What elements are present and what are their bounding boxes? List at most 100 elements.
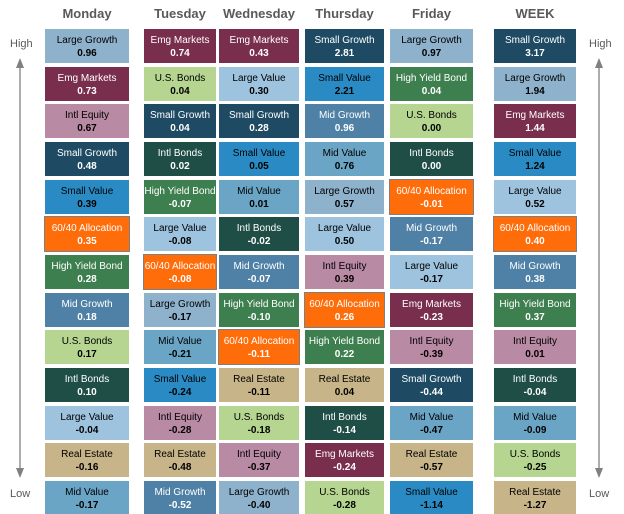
asset-class-label: Large Value xyxy=(232,72,286,84)
left-arrow xyxy=(16,58,24,478)
asset-class-label: Large Value xyxy=(508,185,562,197)
asset-class-label: Mid Growth xyxy=(154,486,206,498)
return-value: 0.18 xyxy=(77,311,97,323)
return-value: 0.01 xyxy=(249,198,269,210)
cell-wednesday-13: Large Growth -0.40 xyxy=(218,479,300,514)
return-value: 0.10 xyxy=(77,386,97,398)
asset-class-label: Mid Value xyxy=(322,147,367,159)
cell-week-13: Real Estate -1.27 xyxy=(493,479,577,514)
return-value: -0.57 xyxy=(420,462,443,474)
return-value: -0.17 xyxy=(168,311,192,323)
cell-tuesday-3: Small Growth 0.04 xyxy=(143,103,217,140)
return-value: -0.02 xyxy=(247,236,271,248)
cell-wednesday-1: Emg Markets 0.43 xyxy=(218,28,300,64)
return-value: 0.74 xyxy=(170,48,190,59)
asset-class-label: Mid Value xyxy=(158,336,202,348)
asset-class-label: Large Value xyxy=(153,223,207,235)
return-value: -0.23 xyxy=(420,311,443,323)
return-value: -0.28 xyxy=(333,499,356,511)
cell-friday-6: Mid Growth -0.17 xyxy=(389,216,474,253)
cell-tuesday-10: Small Value -0.24 xyxy=(143,366,217,403)
return-value: 1.94 xyxy=(525,85,545,97)
asset-class-label: Intl Equity xyxy=(513,336,557,348)
asset-class-label: Mid Growth xyxy=(405,223,458,235)
asset-class-label: Mid Growth xyxy=(233,260,285,272)
return-value: -0.25 xyxy=(523,462,547,474)
cell-thursday-2: Small Value 2.21 xyxy=(304,65,385,102)
asset-class-label: Small Value xyxy=(60,185,114,197)
cell-thursday-8: 60/40 Allocation 0.26 xyxy=(304,291,385,328)
asset-class-label: Intl Equity xyxy=(409,336,454,348)
return-value: 0.04 xyxy=(421,85,442,97)
return-value: 0.96 xyxy=(334,123,355,135)
return-value: 0.40 xyxy=(525,236,545,248)
return-value: 0.35 xyxy=(77,236,97,248)
asset-class-label: Intl Equity xyxy=(65,110,109,122)
asset-class-label: Large Value xyxy=(317,223,372,235)
cell-wednesday-4: Small Value 0.05 xyxy=(218,140,300,177)
column-header-thursday: Thursday xyxy=(315,6,374,21)
asset-class-label: Small Growth xyxy=(149,110,210,122)
cell-monday-9: U.S. Bonds 0.17 xyxy=(44,329,130,366)
cell-tuesday-12: Real Estate -0.48 xyxy=(143,442,217,479)
asset-class-label: Intl Equity xyxy=(322,260,367,272)
return-value: 2.81 xyxy=(334,48,355,59)
cell-tuesday-1: Emg Markets 0.74 xyxy=(143,28,217,64)
cell-week-12: U.S. Bonds -0.25 xyxy=(493,442,577,479)
cell-thursday-3: Mid Growth 0.96 xyxy=(304,103,385,140)
asset-class-label: Large Growth xyxy=(504,72,566,84)
return-value: 0.48 xyxy=(77,160,97,172)
return-value: 0.43 xyxy=(249,48,269,59)
return-value: 0.02 xyxy=(170,160,190,172)
cell-monday-12: Real Estate -0.16 xyxy=(44,442,130,479)
asset-class-label: U.S. Bonds xyxy=(406,110,457,122)
cell-monday-5: Small Value 0.39 xyxy=(44,178,130,215)
asset-class-label: Emg Markets xyxy=(402,298,461,310)
asset-class-label: Mid Growth xyxy=(318,110,371,122)
return-value: -0.39 xyxy=(420,349,443,361)
cell-thursday-5: Large Growth 0.57 xyxy=(304,178,385,215)
cell-week-9: Intl Equity 0.01 xyxy=(493,329,577,366)
asset-class-label: Intl Bonds xyxy=(157,147,203,159)
high-label-right: High xyxy=(589,38,612,50)
asset-class-label: High Yield Bond xyxy=(395,72,468,84)
low-label-left: Low xyxy=(10,488,31,500)
cell-week-10: Intl Bonds -0.04 xyxy=(493,366,577,403)
asset-class-label: Large Value xyxy=(60,411,114,423)
cell-thursday-13: U.S. Bonds -0.28 xyxy=(304,479,385,514)
return-value: 0.73 xyxy=(77,85,97,97)
asset-class-label: Small Growth xyxy=(56,147,117,159)
cell-friday-11: Mid Value -0.47 xyxy=(389,404,474,441)
column-header-week: WEEK xyxy=(515,6,555,21)
return-value: -0.47 xyxy=(420,424,443,436)
asset-class-label: Small Growth xyxy=(314,35,375,46)
return-value: 1.44 xyxy=(525,123,545,135)
return-value: -0.11 xyxy=(247,386,271,398)
cell-week-7: Mid Growth 0.38 xyxy=(493,253,577,290)
asset-class-label: Intl Equity xyxy=(158,411,202,423)
asset-class-label: Mid Growth xyxy=(61,298,113,310)
cell-thursday-10: Real Estate 0.04 xyxy=(304,366,385,403)
return-value: 2.21 xyxy=(334,85,355,97)
return-value: -0.09 xyxy=(523,424,547,436)
cell-monday-2: Emg Markets 0.73 xyxy=(44,65,130,102)
cell-monday-8: Mid Growth 0.18 xyxy=(44,291,130,328)
cell-tuesday-9: Mid Value -0.21 xyxy=(143,329,217,366)
asset-class-label: Small Value xyxy=(405,486,458,498)
return-value: -0.07 xyxy=(168,198,192,210)
asset-class-label: Emg Markets xyxy=(229,35,289,46)
asset-class-label: Mid Value xyxy=(513,411,557,423)
asset-class-label: U.S. Bonds xyxy=(319,486,370,498)
cell-friday-7: Large Value -0.17 xyxy=(389,253,474,290)
asset-class-label: Mid Value xyxy=(237,185,281,197)
return-value: 0.39 xyxy=(77,198,97,210)
asset-class-label: Real Estate xyxy=(318,373,371,385)
cell-thursday-9: High Yield Bond 0.22 xyxy=(304,329,385,366)
cell-tuesday-6: Large Value -0.08 xyxy=(143,216,217,253)
return-value: -0.16 xyxy=(75,462,99,474)
asset-class-label: Emg Markets xyxy=(315,449,374,461)
return-value: -0.17 xyxy=(75,499,99,511)
return-value: 0.28 xyxy=(77,273,97,285)
